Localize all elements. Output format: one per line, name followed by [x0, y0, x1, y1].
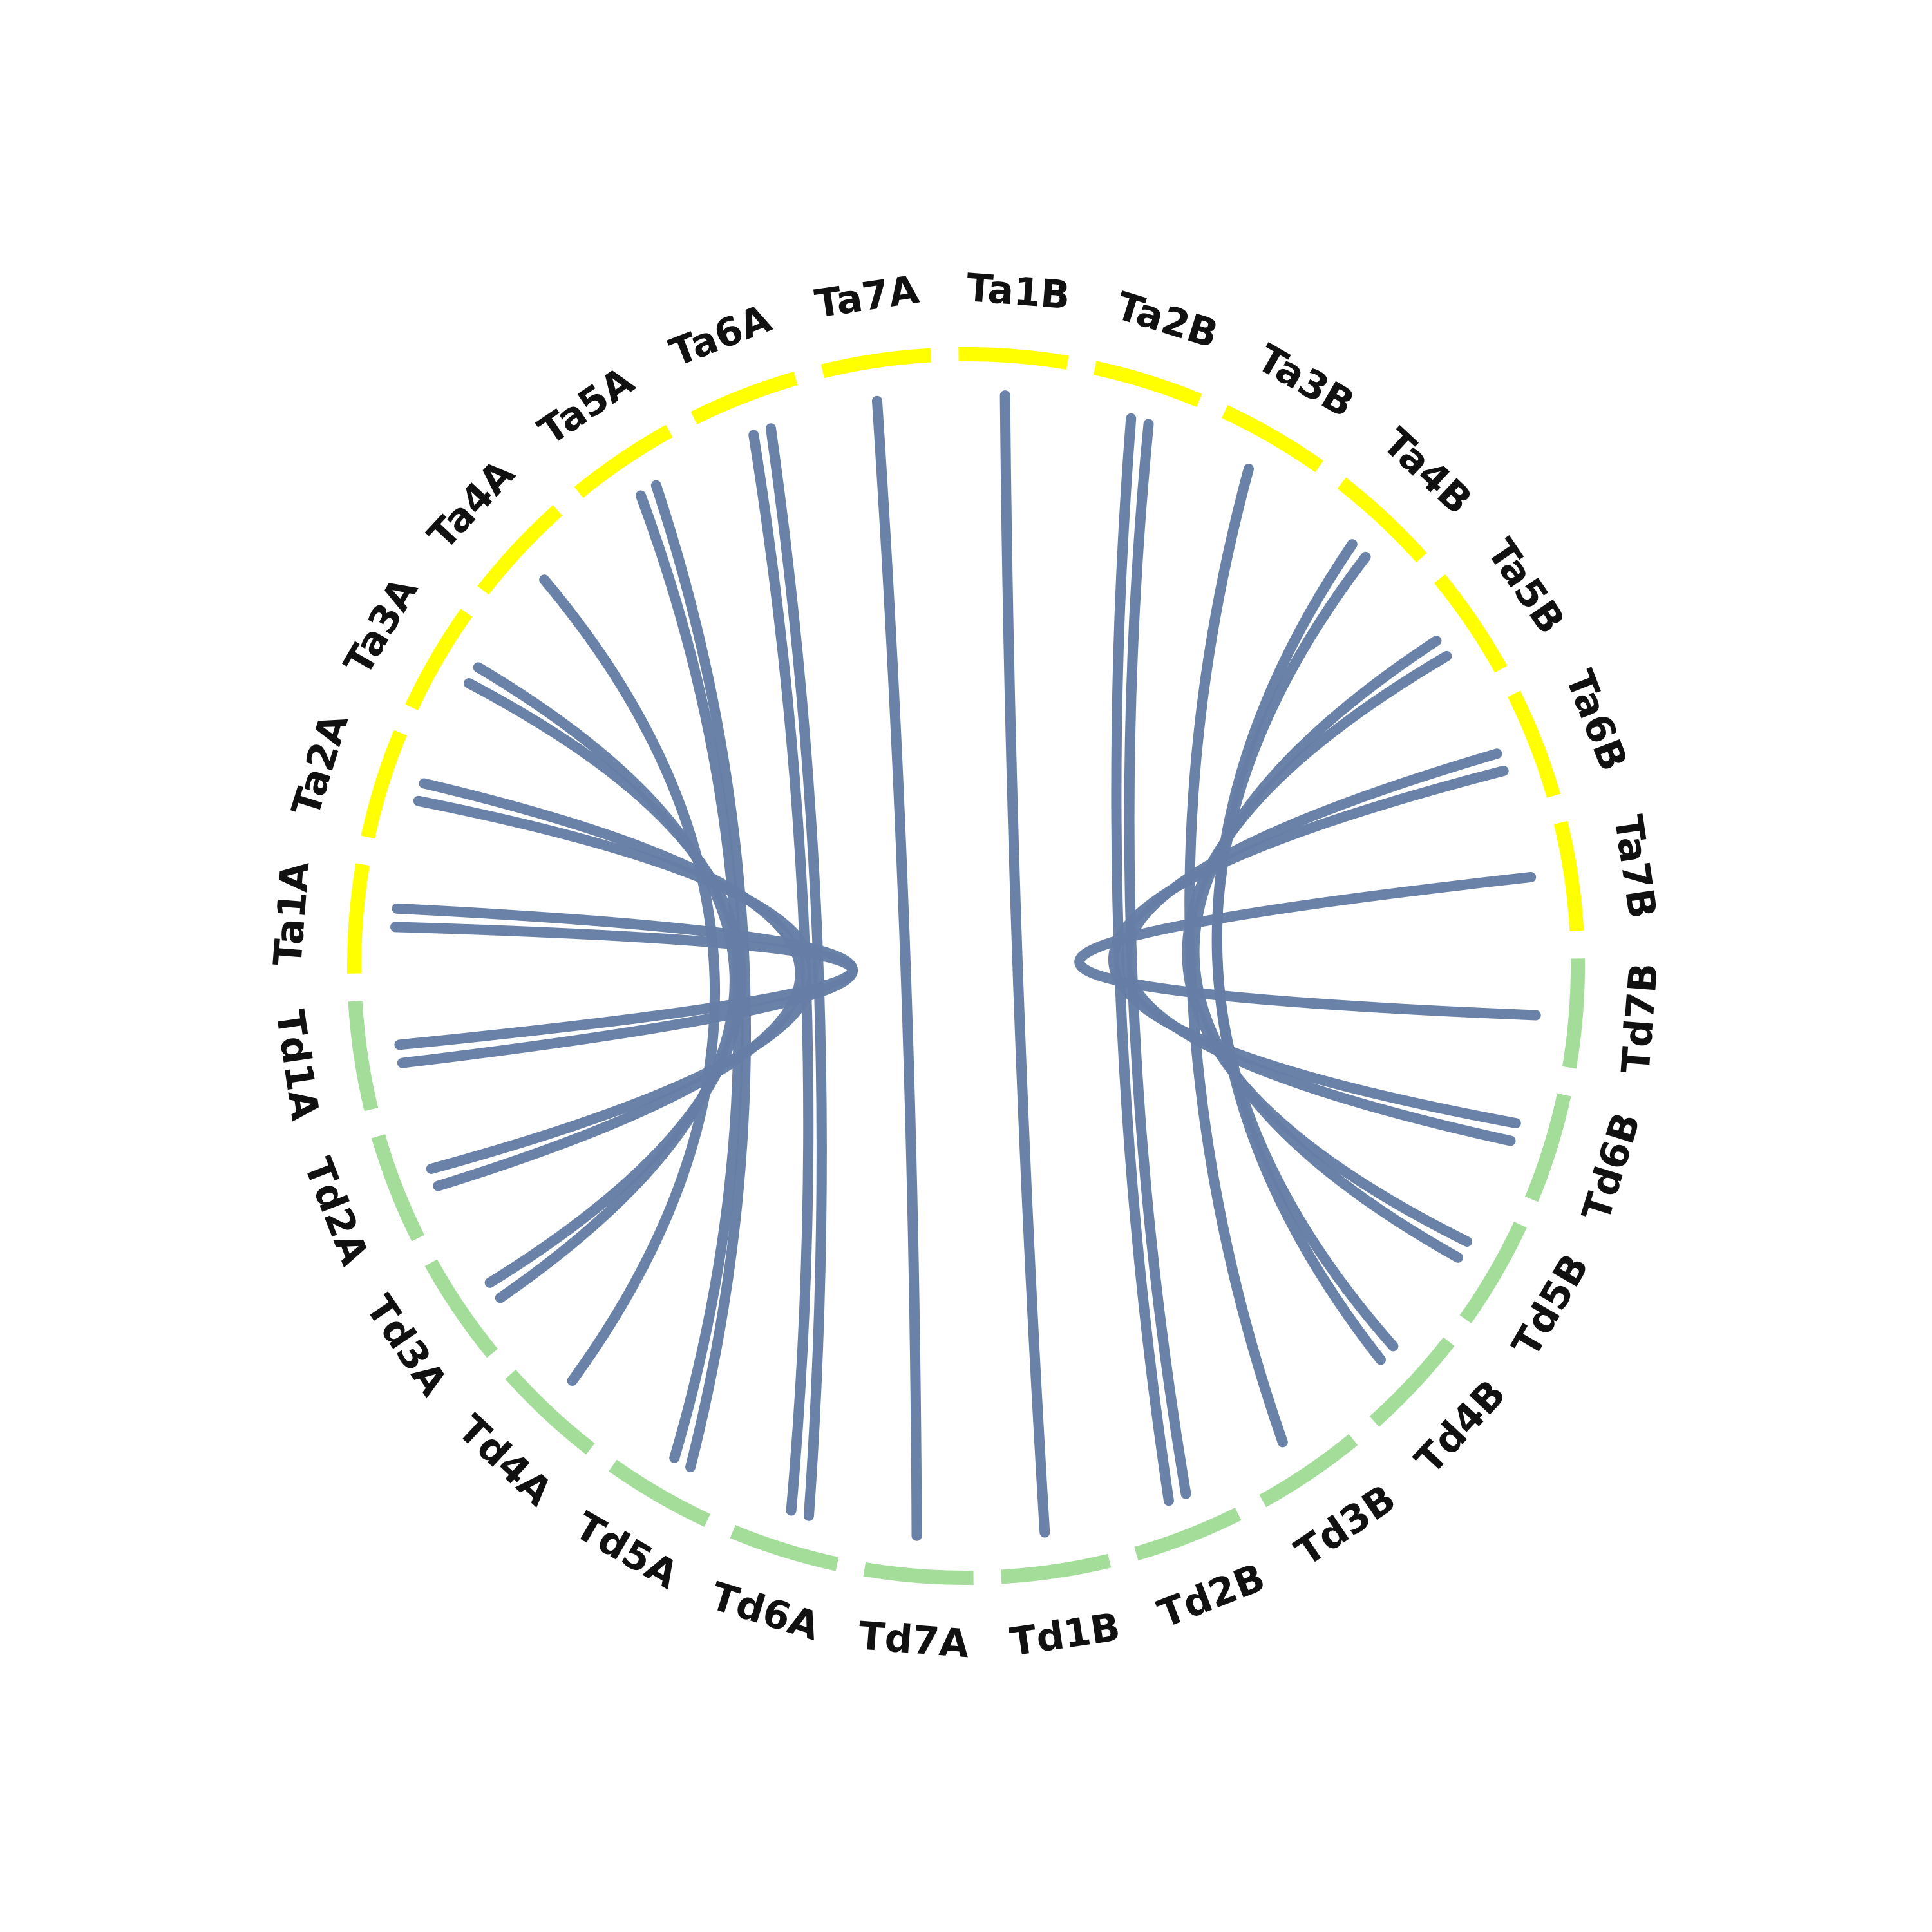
synteny-link: [999, 390, 1050, 1538]
chromosome-label-td4b: Td4B: [1406, 1372, 1515, 1483]
chromosome-label-td2b: Td2B: [1152, 1555, 1271, 1637]
chromosome-segment-ta1b: [958, 347, 1069, 370]
chromosome-label-td5b: Td5B: [1504, 1247, 1598, 1365]
chromosome-segment-td1b: [1001, 1553, 1112, 1584]
synteny-link: [1074, 871, 1541, 1021]
chromosome-segment-td2a: [371, 1134, 425, 1242]
synteny-link: [464, 677, 747, 1288]
chromosome-label-ta3a: Ta3A: [336, 570, 427, 683]
chromosome-segment-td6a: [730, 1525, 839, 1571]
chromosome-segment-td5b: [1459, 1222, 1527, 1323]
chromosome-label-td2a: Td2A: [295, 1151, 377, 1271]
chromosome-segment-td3a: [424, 1259, 498, 1358]
chromosome-label-td3b: Td3B: [1287, 1476, 1404, 1575]
chromosome-label-ta1a: Ta1A: [265, 860, 318, 967]
chromosome-label-td7a: Td7A: [857, 1613, 971, 1667]
synteny-link: [419, 778, 806, 1191]
chromosome-segment-ta5a: [574, 424, 673, 498]
chromosome-segment-ta6b: [1507, 690, 1561, 798]
chromosome-segment-ta2a: [361, 730, 407, 839]
chromosome-label-td4a: Td4A: [449, 1406, 561, 1515]
chromosome-segment-ta7b: [1553, 820, 1584, 931]
synteny-link: [1184, 464, 1288, 1448]
synteny-link: [1189, 636, 1463, 1263]
chromosome-label-ta6a: Ta6A: [664, 296, 778, 375]
links-layer: [390, 390, 1541, 1541]
chromosome-label-ta4b: Ta4B: [1374, 420, 1481, 524]
chromosome-label-ta2a: Ta2A: [283, 708, 357, 822]
chromosome-label-td6a: Td6A: [705, 1574, 825, 1650]
chromosome-segment-ta7a: [820, 348, 931, 379]
chromosome-label-td3a: Td3A: [357, 1287, 457, 1404]
chromosome-label-ta5b: Ta5B: [1478, 531, 1573, 642]
synteny-link: [1211, 551, 1399, 1352]
synteny-link: [539, 574, 720, 1386]
chromosome-label-ta6b: Ta6B: [1557, 664, 1636, 777]
chromosome-segment-td4b: [1369, 1337, 1455, 1427]
synteny-link: [413, 795, 818, 1174]
synteny-link: [1124, 419, 1191, 1499]
synteny-link: [765, 423, 827, 1521]
chromosome-segment-td6b: [1525, 1093, 1571, 1202]
chromosome-label-ta3b: Ta3B: [1249, 336, 1362, 426]
synteny-link: [1111, 413, 1174, 1506]
chromosome-label-ta2b: Ta2B: [1111, 283, 1224, 357]
chromosome-segment-td7b: [1562, 958, 1585, 1069]
synteny-link: [636, 490, 744, 1463]
chromosome-segment-ta5b: [1434, 574, 1508, 673]
synteny-link: [748, 430, 814, 1516]
chromosome-label-ta7b: Ta7B: [1605, 812, 1665, 922]
chromosome-segment-td4a: [505, 1369, 595, 1455]
chromosome-label-ta5a: Ta5A: [531, 358, 643, 454]
synteny-link: [392, 903, 858, 1068]
chromosome-label-td1a: Td1A: [267, 1007, 328, 1124]
chromosome-label-ta7a: Ta7A: [812, 267, 922, 327]
chromosome-segment-ta2b: [1093, 361, 1202, 407]
ideogram-layer: [347, 347, 1585, 1585]
chromosome-segment-ta4b: [1337, 477, 1427, 563]
synteny-link: [1182, 650, 1473, 1247]
chromosome-segment-td7a: [863, 1562, 974, 1585]
chromosome-segment-ta4a: [477, 505, 563, 595]
synteny-link: [871, 395, 922, 1541]
chromosome-label-td6b: Td6B: [1574, 1108, 1650, 1226]
synteny-link: [650, 480, 752, 1473]
chromosome-segment-td2b: [1134, 1507, 1242, 1561]
chromosome-segment-ta3b: [1222, 405, 1323, 473]
chromosome-segment-td3b: [1259, 1434, 1358, 1508]
chromosome-label-td5a: Td5A: [567, 1504, 686, 1598]
chromosome-segment-ta3a: [405, 609, 473, 710]
chromosome-segment-ta6a: [690, 371, 798, 425]
chromosome-label-ta1b: Ta1B: [965, 265, 1072, 318]
chromosome-label-td1b: Td1B: [1007, 1604, 1123, 1665]
synteny-link: [1108, 765, 1521, 1129]
chromosome-label-td7b: Td7B: [1613, 961, 1667, 1075]
chromosome-segment-td5a: [609, 1459, 710, 1527]
synteny-link: [1121, 748, 1516, 1146]
chromosome-segment-td1a: [348, 1001, 379, 1112]
chromosome-label-ta4a: Ta4A: [419, 451, 524, 558]
chromosome-segment-ta1a: [347, 863, 370, 974]
